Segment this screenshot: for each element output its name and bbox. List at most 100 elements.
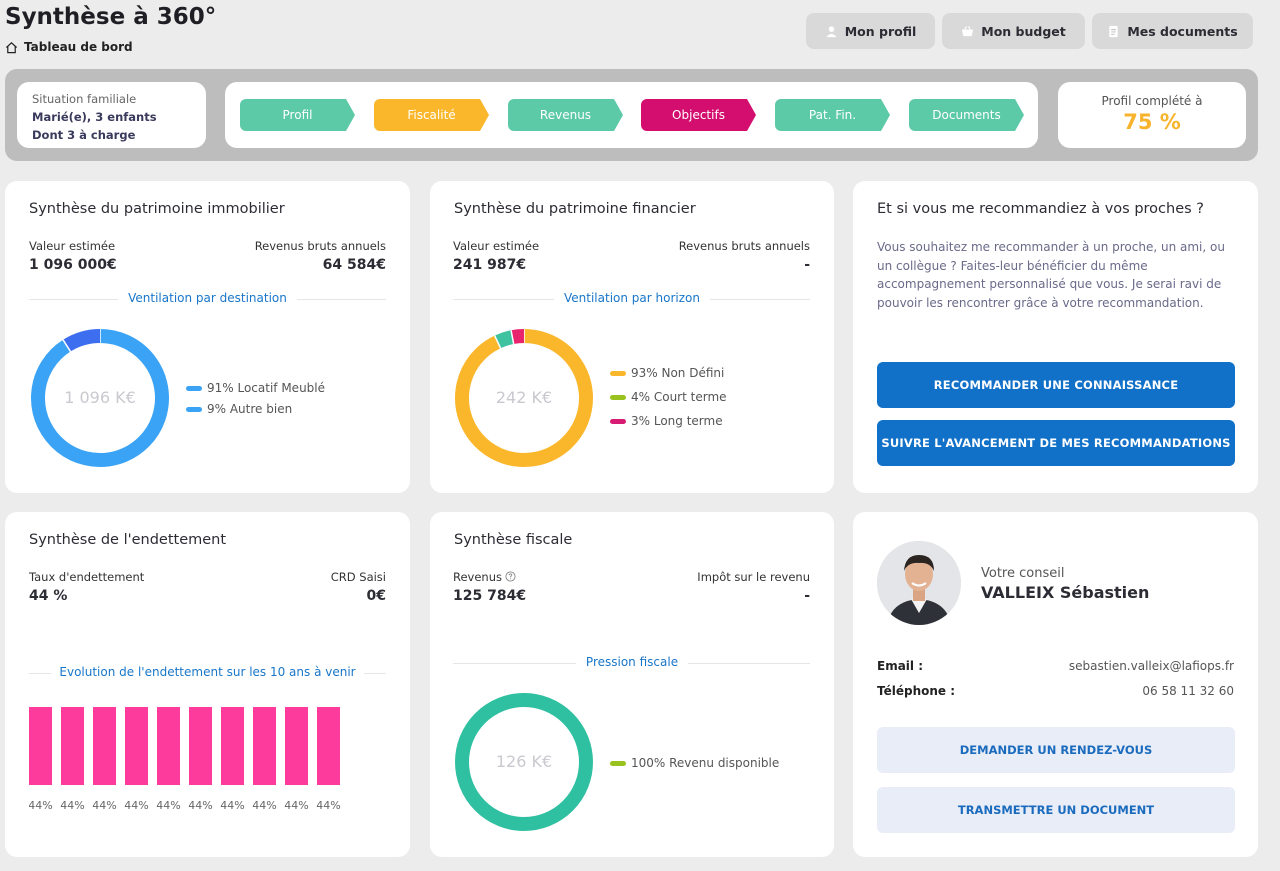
debt-bar-4[interactable] bbox=[125, 707, 148, 785]
real-estate-donut-center: 1 096 K€ bbox=[64, 388, 136, 407]
advisor-label: Votre conseil bbox=[981, 566, 1065, 581]
steps-track: Profil Fiscalité Revenus Objectifs Pat. … bbox=[225, 82, 1038, 148]
step-pat-fin[interactable]: Pat. Fin. bbox=[775, 99, 890, 131]
recommend-contact-button[interactable]: RECOMMANDER UNE CONNAISSANCE bbox=[877, 362, 1235, 408]
advisor-name: VALLEIX Sébastien bbox=[981, 583, 1150, 602]
phone-value[interactable]: 06 58 11 32 60 bbox=[1142, 684, 1234, 698]
debt-bar-6[interactable] bbox=[189, 707, 212, 785]
financial-donut bbox=[455, 329, 593, 467]
financial-legend: 93% Non Défini 4% Court terme 3% Long te… bbox=[610, 366, 727, 435]
documents-button-label: Mes documents bbox=[1127, 23, 1238, 39]
donut-slice-revenu-disponible[interactable] bbox=[455, 693, 593, 831]
debt-bar-7[interactable] bbox=[221, 707, 244, 785]
tax-section-label: Pression fiscale bbox=[430, 655, 834, 669]
step-fiscalite[interactable]: Fiscalité bbox=[374, 99, 489, 131]
request-appointment-button[interactable]: DEMANDER UN RENDEZ-VOUS bbox=[877, 727, 1235, 773]
tax-amount-label: Impôt sur le revenu bbox=[697, 570, 810, 584]
tax-donut-center: 126 K€ bbox=[495, 752, 553, 771]
profile-completion-value: 75 % bbox=[1123, 110, 1181, 134]
debt-bar-label-9: 44% bbox=[284, 799, 308, 812]
donut-slice-long-terme[interactable] bbox=[511, 329, 525, 345]
step-revenus[interactable]: Revenus bbox=[508, 99, 623, 131]
legend-swatch bbox=[610, 394, 626, 400]
email-label: Email : bbox=[877, 659, 924, 673]
legend-swatch bbox=[610, 760, 626, 766]
page-title: Synthèse à 360° bbox=[5, 4, 217, 30]
real-estate-income-label: Revenus bruts annuels bbox=[254, 239, 386, 253]
tax-donut bbox=[455, 693, 593, 831]
debt-bar-5[interactable] bbox=[157, 707, 180, 785]
legend-label: 9% Autre bien bbox=[207, 402, 293, 416]
real-estate-donut bbox=[31, 329, 169, 467]
debt-bar-label-8: 44% bbox=[252, 799, 276, 812]
real-estate-value-label: Valeur estimée bbox=[29, 239, 116, 253]
real-estate-card: Synthèse du patrimoine immobilier Valeur… bbox=[5, 181, 410, 493]
financial-section-label: Ventilation par horizon bbox=[430, 291, 834, 305]
help-icon[interactable] bbox=[505, 571, 516, 582]
debt-bar-10[interactable] bbox=[317, 707, 340, 785]
legend-label: 3% Long terme bbox=[631, 414, 723, 428]
phone-label: Téléphone : bbox=[877, 684, 956, 698]
real-estate-value: 1 096 000€ bbox=[29, 257, 117, 273]
profile-completion: Profil complété à 75 % bbox=[1058, 82, 1246, 148]
legend-label: 93% Non Défini bbox=[631, 366, 725, 380]
donut-slice-locatif-meubl-[interactable] bbox=[31, 329, 169, 467]
legend-item: 93% Non Défini bbox=[610, 366, 727, 380]
debt-rate: 44 % bbox=[29, 588, 68, 604]
document-icon bbox=[1109, 25, 1118, 37]
breadcrumb-label: Tableau de bord bbox=[24, 40, 133, 54]
legend-item: 4% Court terme bbox=[610, 390, 727, 404]
budget-button-label: Mon budget bbox=[981, 23, 1066, 39]
recommendation-card: Et si vous me recommandiez à vos proches… bbox=[853, 181, 1258, 493]
basket-icon bbox=[962, 25, 974, 36]
financial-value: 241 987€ bbox=[453, 257, 527, 273]
legend-item: 91% Locatif Meublé bbox=[186, 381, 325, 395]
legend-item: 3% Long terme bbox=[610, 414, 727, 428]
breadcrumb[interactable]: Tableau de bord bbox=[5, 40, 133, 54]
step-documents[interactable]: Documents bbox=[909, 99, 1024, 131]
track-recommendations-button[interactable]: SUIVRE L'AVANCEMENT DE MES RECOMMANDATIO… bbox=[877, 420, 1235, 466]
donut-slice-court-terme[interactable] bbox=[494, 330, 514, 349]
debt-crd: 0€ bbox=[366, 588, 386, 604]
debt-bar-label-4: 44% bbox=[124, 799, 148, 812]
debt-section-label: Evolution de l'endettement sur les 10 an… bbox=[5, 665, 410, 679]
real-estate-title: Synthèse du patrimoine immobilier bbox=[29, 201, 285, 217]
donut-slice-non-d-fini[interactable] bbox=[455, 329, 593, 467]
tax-income: 125 784€ bbox=[453, 588, 527, 604]
debt-bar-1[interactable] bbox=[29, 707, 52, 785]
debt-bar-label-1: 44% bbox=[29, 799, 53, 812]
donut-slice-separator bbox=[62, 339, 72, 352]
donut-slice-autre-bien[interactable] bbox=[63, 329, 101, 352]
email-value[interactable]: sebastien.valleix@lafiops.fr bbox=[1068, 659, 1234, 673]
advisor-photo bbox=[877, 541, 961, 625]
debt-bar-3[interactable] bbox=[93, 707, 116, 785]
family-situation-line1: Marié(e), 3 enfants bbox=[32, 110, 157, 124]
debt-bar-8[interactable] bbox=[253, 707, 276, 785]
step-objectifs[interactable]: Objectifs bbox=[641, 99, 756, 131]
legend-item: 9% Autre bien bbox=[186, 402, 325, 416]
step-profil[interactable]: Profil bbox=[240, 99, 355, 131]
financial-income: - bbox=[804, 257, 810, 273]
documents-button[interactable]: Mes documents bbox=[1092, 13, 1253, 49]
tax-section-text: Pression fiscale bbox=[575, 655, 689, 669]
real-estate-section-text: Ventilation par destination bbox=[118, 291, 297, 305]
send-document-button[interactable]: TRANSMETTRE UN DOCUMENT bbox=[877, 787, 1235, 833]
recommendation-title: Et si vous me recommandiez à vos proches… bbox=[877, 201, 1204, 217]
debt-bar-2[interactable] bbox=[61, 707, 84, 785]
legend-swatch bbox=[186, 406, 202, 412]
real-estate-legend: 91% Locatif Meublé 9% Autre bien bbox=[186, 381, 325, 423]
profile-button-label: Mon profil bbox=[844, 23, 917, 39]
debt-bar-label-2: 44% bbox=[60, 799, 84, 812]
tax-legend: 100% Revenu disponible bbox=[610, 756, 779, 777]
profile-button[interactable]: Mon profil bbox=[806, 13, 935, 49]
tax-income-label-text: Revenus bbox=[453, 570, 502, 584]
donut-slice-separator bbox=[493, 335, 502, 349]
debt-bar-9[interactable] bbox=[285, 707, 308, 785]
real-estate-income: 64 584€ bbox=[322, 257, 386, 273]
debt-bar-label-10: 44% bbox=[316, 799, 340, 812]
debt-crd-label: CRD Saisi bbox=[330, 570, 386, 584]
tax-card: Synthèse fiscale Revenus 125 784€ Impôt … bbox=[430, 512, 834, 857]
budget-button[interactable]: Mon budget bbox=[942, 13, 1085, 49]
recommendation-text: Vous souhaitez me recommander à un proch… bbox=[877, 240, 1225, 310]
financial-card: Synthèse du patrimoine financier Valeur … bbox=[430, 181, 834, 493]
